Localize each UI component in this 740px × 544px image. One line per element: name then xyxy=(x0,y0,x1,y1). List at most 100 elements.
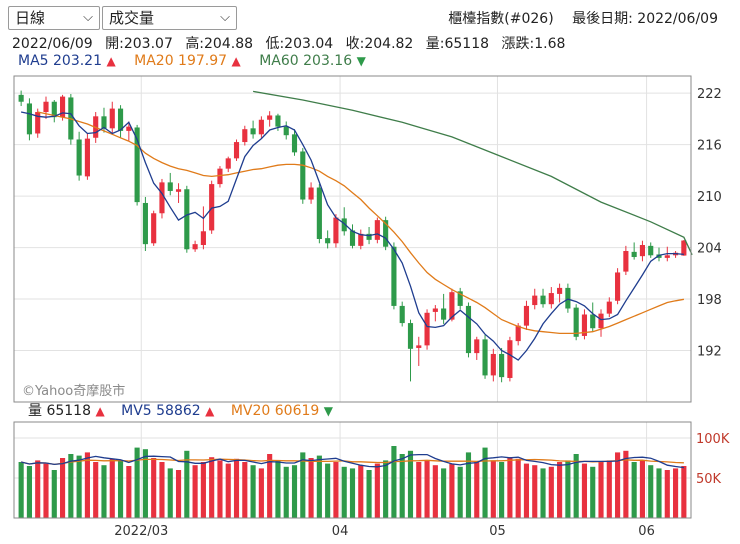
volume-bar xyxy=(300,452,306,518)
candle-body xyxy=(159,182,165,214)
candle-body xyxy=(26,103,32,135)
candle-body xyxy=(681,240,687,256)
volume-bar xyxy=(93,462,99,518)
candle-body xyxy=(474,339,480,354)
candle-body xyxy=(383,220,389,247)
chevron-down-icon: ⌵ xyxy=(220,10,230,25)
volume-bar xyxy=(416,462,422,518)
volume-bar xyxy=(316,455,322,518)
candle-body xyxy=(366,233,372,240)
volume-bar xyxy=(623,450,629,518)
candle-body xyxy=(175,189,182,192)
candle-body xyxy=(283,126,289,136)
volume-bar xyxy=(681,466,687,518)
candle-body xyxy=(84,138,90,177)
ma20-legend: MA20 197.97 ▲ xyxy=(134,53,245,69)
candle-body xyxy=(242,129,248,143)
volume-bar xyxy=(366,470,372,518)
indicator-select[interactable]: 成交量 ⌵ xyxy=(102,6,237,30)
volume-bar xyxy=(341,466,347,518)
candle-body xyxy=(631,251,637,258)
vol-legend: 量 65118 ▲ xyxy=(28,403,109,419)
candle-body xyxy=(209,184,215,231)
candle-body xyxy=(325,238,331,244)
volume-bar xyxy=(51,470,57,518)
volume-bar xyxy=(59,458,66,518)
candle-body xyxy=(598,313,604,329)
candle-body xyxy=(59,96,66,118)
candle-body xyxy=(358,233,364,246)
watermark: ©Yahoo奇摩股市 xyxy=(22,383,125,399)
volume-bar xyxy=(615,452,621,518)
candle-body xyxy=(391,246,397,306)
volume-bar xyxy=(175,470,182,518)
volume-bar xyxy=(532,465,538,518)
volume-bar xyxy=(573,454,579,518)
volume-bar xyxy=(631,462,637,518)
candle-body xyxy=(615,272,621,301)
volume-bar xyxy=(167,468,173,518)
price-tick-label: 192 xyxy=(697,345,722,360)
candle-body xyxy=(606,301,612,314)
volume-bar xyxy=(424,460,430,518)
mv5-label: MV5 58862 xyxy=(121,403,201,419)
volume-bar xyxy=(225,463,231,518)
volume-bar xyxy=(267,454,273,518)
x-tick-label: 2022/03 xyxy=(114,524,168,539)
volume-bar xyxy=(449,463,455,518)
volume-bar xyxy=(43,463,49,518)
candle-body xyxy=(109,108,115,129)
candle-body xyxy=(18,94,24,102)
grid: 222 216 210 204 198 192 100K 50K 2022/03 04 05 06 xyxy=(14,76,730,539)
volume-bar xyxy=(598,462,604,518)
volume-bar xyxy=(474,462,480,518)
price-panel xyxy=(18,90,693,383)
candle-body xyxy=(432,308,438,312)
volume-panel-frame xyxy=(13,421,692,519)
volume-bar xyxy=(664,470,670,518)
volume-bar xyxy=(134,447,140,518)
volume-bar xyxy=(482,447,488,518)
mv5-line xyxy=(20,453,684,469)
ma5-label: MA5 203.21 xyxy=(18,53,102,69)
candle-body xyxy=(126,126,132,131)
candle-body xyxy=(581,314,588,336)
price-tick-label: 204 xyxy=(697,242,722,257)
chevron-down-icon: ⌵ xyxy=(83,10,93,25)
candle-body xyxy=(250,128,256,135)
x-tick-label: 05 xyxy=(489,524,506,539)
up-triangle-icon: ▲ xyxy=(231,54,241,68)
candle-body xyxy=(374,220,380,240)
period-select[interactable]: 日線 ⌵ xyxy=(8,6,100,30)
candle-body xyxy=(515,325,521,342)
ma5-legend: MA5 203.21 ▲ xyxy=(18,53,120,69)
volume-bar xyxy=(233,458,240,518)
candle-body xyxy=(540,295,546,305)
ma20-label: MA20 197.97 xyxy=(134,53,228,69)
volume-bar xyxy=(242,462,248,518)
ohlc-date: 2022/06/09 xyxy=(12,36,93,52)
ohlc-change: 漲跌:1.68 xyxy=(501,36,566,52)
candle-body xyxy=(267,115,273,120)
mv20-legend: MV20 60619 ▼ xyxy=(231,403,333,419)
candle-body xyxy=(407,323,414,349)
candle-body xyxy=(416,345,422,348)
volume-bar xyxy=(656,468,662,518)
volume-bar xyxy=(126,466,132,518)
candle-body xyxy=(291,134,298,153)
volume-bar xyxy=(523,463,530,518)
ma60-label: MA60 203.16 xyxy=(259,53,353,69)
volume-bar xyxy=(35,460,41,518)
x-tick-label: 04 xyxy=(332,524,349,539)
volume-bar xyxy=(581,463,588,518)
volume-bar xyxy=(391,446,397,518)
volume-bar xyxy=(68,454,74,518)
price-tick-label: 216 xyxy=(697,139,722,154)
volume-bar xyxy=(192,465,198,518)
ohlc-readout: 2022/06/09 開:203.07 高:204.88 低:203.04 收:… xyxy=(12,33,573,53)
candle-body xyxy=(51,101,57,118)
ma60-line xyxy=(252,90,693,256)
x-tick-label: 06 xyxy=(638,524,655,539)
down-triangle-icon: ▼ xyxy=(356,54,366,68)
